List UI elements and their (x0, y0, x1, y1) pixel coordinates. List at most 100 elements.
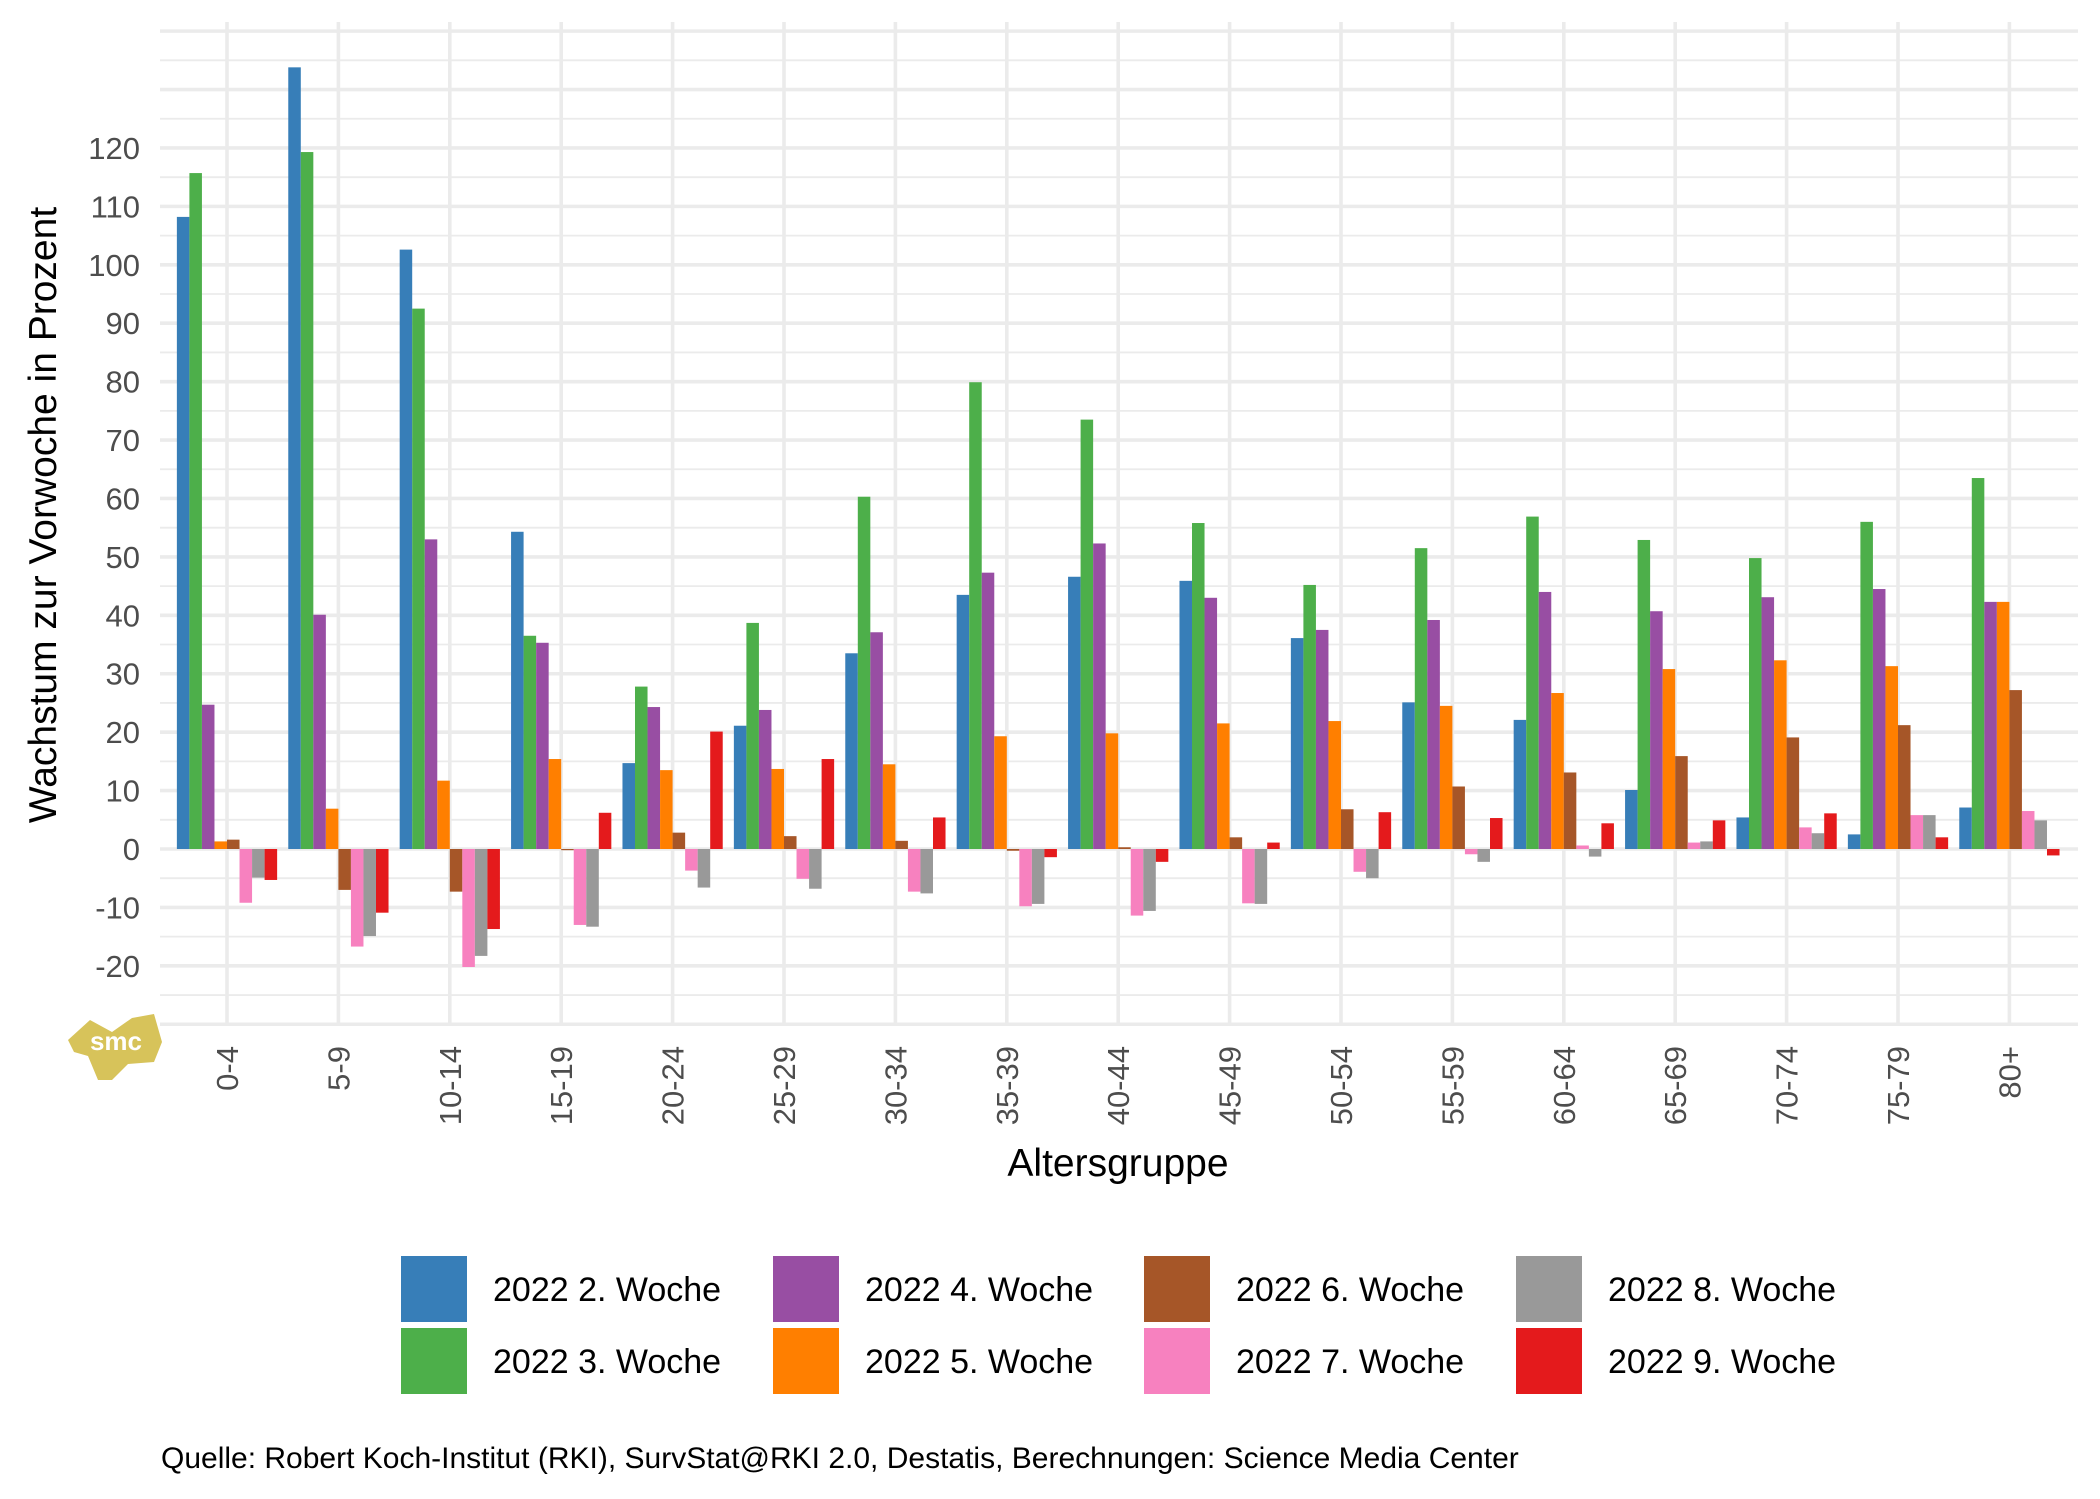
bar (1155, 849, 1169, 862)
bar (1824, 813, 1837, 849)
bar (1267, 842, 1280, 849)
bar (2009, 690, 2022, 849)
bar (1860, 521, 1873, 849)
bar (1910, 815, 1924, 849)
legend-item: 2022 8. Woche (1516, 1256, 1836, 1322)
bar (660, 770, 673, 849)
x-tick-label: 0-4 (210, 1046, 245, 1091)
bar (239, 849, 253, 903)
x-tick-label: 75-79 (1881, 1046, 1916, 1125)
bar (338, 849, 351, 890)
x-tick-label: 40-44 (1101, 1046, 1136, 1125)
bar (1885, 666, 1898, 849)
bar (1736, 817, 1749, 849)
x-tick-label: 15-19 (544, 1046, 579, 1125)
legend-key (1144, 1328, 1210, 1394)
bar (1971, 478, 1985, 849)
bar (697, 849, 711, 888)
x-tick-label: 70-74 (1770, 1046, 1805, 1125)
legend-label: 2022 7. Woche (1236, 1343, 1464, 1381)
bar (1700, 841, 1713, 849)
bar (214, 841, 227, 849)
x-axis-title: Altersgruppe (1007, 1142, 1228, 1185)
bar (1093, 543, 1106, 849)
bar (1749, 558, 1762, 849)
legend-label: 2022 2. Woche (493, 1271, 721, 1309)
bar (1935, 837, 1949, 849)
bar (1019, 849, 1032, 907)
legend-label: 2022 8. Woche (1608, 1271, 1836, 1309)
bar (511, 531, 524, 849)
bar (1551, 693, 1564, 849)
legend-item: 2022 2. Woche (401, 1256, 721, 1322)
bars (176, 67, 2060, 968)
bar (176, 216, 190, 849)
bar (895, 840, 908, 849)
bar (376, 849, 389, 913)
y-tick-label: -20 (95, 949, 140, 984)
bar (1786, 737, 1800, 849)
y-tick-label: 50 (106, 540, 140, 575)
bar (1006, 849, 1020, 851)
legend-item: 2022 5. Woche (773, 1328, 1093, 1394)
bar (956, 594, 970, 849)
bar (1068, 576, 1081, 849)
legend-key (1516, 1328, 1582, 1394)
legend-key (1516, 1256, 1582, 1322)
legend-label: 2022 4. Woche (865, 1271, 1093, 1309)
smc-logo: smc (68, 1014, 162, 1080)
logo-text: smc (90, 1026, 142, 1056)
bar (870, 632, 883, 849)
bar (399, 249, 413, 850)
y-tick-label: 40 (106, 598, 140, 633)
bar (487, 849, 500, 930)
bar (796, 849, 810, 879)
x-tick-label: 65-69 (1658, 1046, 1693, 1125)
bar (1229, 837, 1243, 849)
bar (1847, 834, 1861, 849)
bar (1687, 842, 1701, 849)
bar (1637, 539, 1651, 849)
bar (573, 849, 587, 925)
bar (1080, 419, 1094, 849)
bar (1303, 584, 1316, 849)
bar (1353, 849, 1367, 872)
bar (821, 759, 835, 849)
bar (201, 704, 215, 849)
bar (1513, 719, 1527, 849)
bar (1378, 812, 1392, 849)
bar (1811, 833, 1825, 849)
y-tick-label: 0 (123, 832, 140, 867)
bar (449, 849, 463, 892)
bar (288, 67, 301, 850)
bar (1774, 660, 1787, 849)
bar (2021, 811, 2035, 849)
legend-label: 2022 5. Woche (865, 1343, 1093, 1381)
bar (1576, 845, 1589, 849)
bar (994, 736, 1007, 849)
bar (1452, 786, 1465, 849)
bar (647, 707, 661, 849)
bar (1130, 849, 1144, 916)
bar (1662, 669, 1676, 849)
bar (1439, 705, 1453, 849)
legend-key (401, 1256, 467, 1322)
bar (227, 839, 240, 849)
bar (1477, 849, 1490, 862)
bar (536, 642, 549, 849)
bar (1204, 597, 1218, 849)
bar (809, 849, 822, 889)
bar (1341, 809, 1354, 849)
y-axis-ticks: -20 -10 0 10 20 30 40 50 60 70 80 90 100 110 120 (88, 131, 140, 984)
bar (264, 849, 278, 880)
y-tick-label: -10 (95, 890, 140, 925)
bar (933, 817, 946, 849)
x-tick-label: 50-54 (1324, 1046, 1359, 1125)
bar (1650, 611, 1663, 849)
legend-key (1144, 1256, 1210, 1322)
y-axis-title: Wachstum zur Vorwoche in Prozent (22, 207, 65, 823)
bar (1192, 523, 1205, 849)
y-tick-label: 90 (106, 306, 140, 341)
bar (1996, 601, 2010, 849)
